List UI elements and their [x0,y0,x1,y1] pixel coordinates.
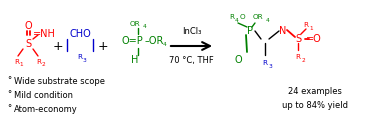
Text: 4: 4 [266,18,270,22]
Text: Wide substrate scope: Wide substrate scope [14,76,105,86]
Text: CHO: CHO [69,29,91,39]
Text: 24 examples: 24 examples [288,87,342,95]
Text: R: R [77,54,82,60]
Text: °: ° [7,104,11,114]
Text: 3: 3 [82,58,86,62]
Text: R: R [296,54,301,60]
Text: 70 °C, THF: 70 °C, THF [169,55,214,64]
Text: R: R [229,14,234,20]
Text: R: R [304,22,308,28]
Text: =O: =O [306,34,322,44]
Text: O: O [239,14,245,20]
Text: °: ° [7,76,11,86]
Text: O=P: O=P [122,36,144,46]
Text: R: R [262,60,268,66]
Text: +: + [53,39,63,53]
Text: H: H [131,55,139,65]
Text: OR: OR [253,14,263,20]
Text: R: R [37,59,42,65]
Text: N: N [279,26,287,36]
Text: S: S [295,34,301,44]
Text: O: O [234,55,242,65]
Text: 2: 2 [301,58,305,62]
Text: R: R [14,59,20,65]
Text: Mild condition: Mild condition [14,91,73,99]
Text: up to 84% yield: up to 84% yield [282,100,348,110]
Text: 1: 1 [19,62,23,67]
Text: +: + [98,39,108,53]
Text: 4: 4 [163,42,167,46]
Text: 1: 1 [309,26,313,30]
Text: °: ° [7,91,11,99]
Text: InCl₃: InCl₃ [182,27,201,37]
Text: S: S [25,39,31,49]
Text: –OR: –OR [145,36,164,46]
Text: OR: OR [130,21,140,27]
Text: 4: 4 [235,18,239,22]
Text: 4: 4 [143,25,147,30]
Text: P: P [247,26,253,36]
Text: Atom-economy: Atom-economy [14,104,78,114]
Text: 3: 3 [268,63,272,68]
Text: O: O [24,21,32,31]
Text: =NH: =NH [33,29,56,39]
Text: 2: 2 [41,62,45,67]
